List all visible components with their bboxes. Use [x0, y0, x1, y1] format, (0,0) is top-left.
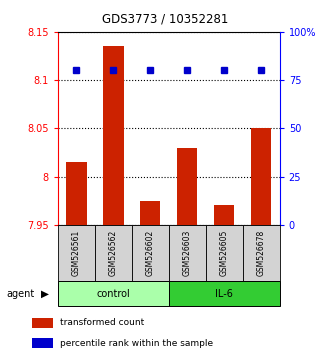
- Text: percentile rank within the sample: percentile rank within the sample: [60, 339, 213, 348]
- Text: ▶: ▶: [41, 289, 49, 299]
- Bar: [169, 225, 206, 281]
- Bar: [32, 318, 53, 328]
- Text: GSM526605: GSM526605: [220, 230, 229, 276]
- Bar: [66, 162, 87, 225]
- Text: control: control: [97, 289, 130, 299]
- Bar: [169, 281, 280, 306]
- Bar: [32, 338, 53, 348]
- Bar: [214, 206, 234, 225]
- Text: GDS3773 / 10352281: GDS3773 / 10352281: [102, 12, 229, 25]
- Bar: [243, 225, 280, 281]
- Text: transformed count: transformed count: [60, 318, 144, 327]
- Text: GSM526678: GSM526678: [257, 230, 266, 276]
- Text: IL-6: IL-6: [215, 289, 233, 299]
- Text: GSM526603: GSM526603: [183, 230, 192, 276]
- Bar: [95, 225, 132, 281]
- Bar: [251, 128, 271, 225]
- Bar: [132, 225, 169, 281]
- Bar: [140, 201, 161, 225]
- Text: GSM526562: GSM526562: [109, 230, 118, 276]
- Text: GSM526561: GSM526561: [72, 230, 81, 276]
- Bar: [103, 46, 123, 225]
- Bar: [58, 225, 95, 281]
- Text: agent: agent: [7, 289, 35, 299]
- Bar: [58, 281, 169, 306]
- Text: GSM526602: GSM526602: [146, 230, 155, 276]
- Bar: [206, 225, 243, 281]
- Bar: [177, 148, 198, 225]
